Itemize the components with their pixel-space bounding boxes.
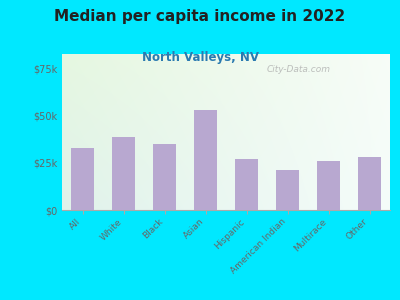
Bar: [153, 144, 176, 210]
Bar: [317, 161, 340, 210]
Bar: [194, 110, 217, 210]
Text: City-Data.com: City-Data.com: [266, 65, 330, 74]
Bar: [276, 170, 299, 210]
Bar: [235, 159, 258, 210]
Text: Median per capita income in 2022: Median per capita income in 2022: [54, 9, 346, 24]
Bar: [71, 148, 94, 210]
Bar: [358, 157, 381, 210]
Text: North Valleys, NV: North Valleys, NV: [142, 51, 258, 64]
Bar: [112, 137, 135, 210]
